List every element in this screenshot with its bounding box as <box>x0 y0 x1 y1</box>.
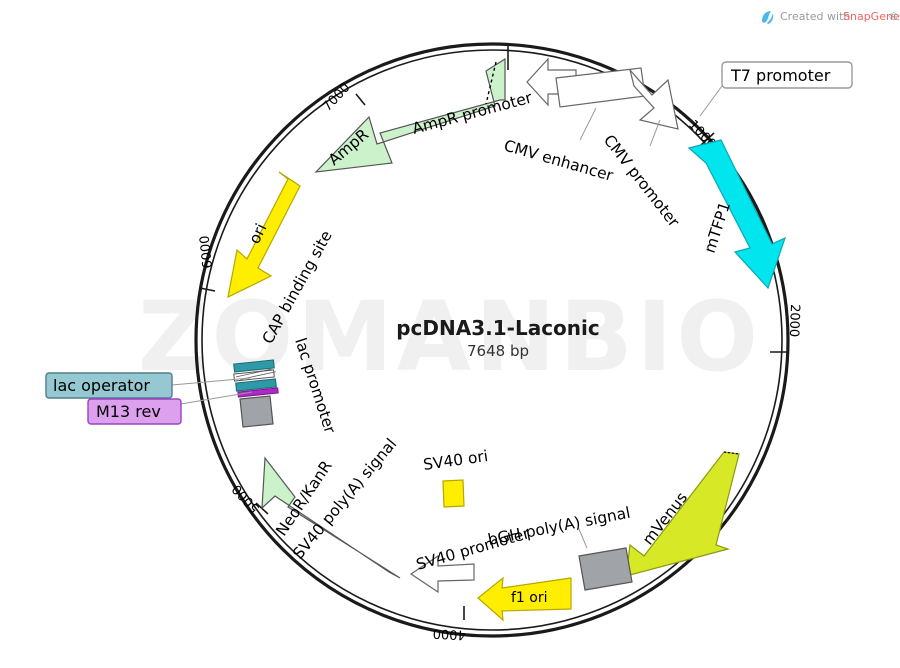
feature-label-cmv-enhancer: CMV enhancer <box>502 137 616 186</box>
feature-ori[interactable]: ori <box>227 171 301 299</box>
snapgene-brand-name: SnapGene <box>843 10 900 23</box>
ruler-tick-4000: 4000 <box>432 606 466 642</box>
feature-label-cmv-promoter: CMV promoter <box>600 131 683 231</box>
cmv-enhancer-leader-line <box>579 107 597 141</box>
backbone-inner-circle <box>201 49 783 631</box>
ruler-label-6000: 6000 <box>198 235 216 269</box>
sv40-grey-box-shape <box>239 395 274 428</box>
lac-promoter-bar-upper <box>233 359 275 373</box>
feature-label-sv40-ori: SV40 ori <box>422 447 489 474</box>
snapgene-logo-icon <box>762 11 774 24</box>
feature-label-ampr-promoter: AmpR promoter <box>410 88 534 137</box>
t7-promoter-callout-label: T7 promoter <box>730 66 831 85</box>
bgh-polya-box-shape <box>578 547 633 591</box>
callout-t7-promoter[interactable]: T7 promoter <box>699 61 853 117</box>
ruler-tick-6000: 6000 <box>198 235 216 292</box>
t7-promoter-leader-line <box>699 85 723 117</box>
neor-kanr-arrow-shape <box>261 456 401 579</box>
m13-rev-callout-label: M13 rev <box>96 402 161 421</box>
plasmid-center-title: pcDNA3.1-Laconic 7648 bp <box>396 316 600 360</box>
feature-mtfp1[interactable]: mTFP1 <box>687 139 787 290</box>
lac-operator-callout-box[interactable] <box>45 372 173 399</box>
snapgene-registered-mark: ® <box>888 10 899 23</box>
feature-sv40-promoter[interactable]: SV40 promoter <box>409 524 532 594</box>
cmv-promoter-arrow-shape <box>629 69 679 130</box>
snapgene-branding: Created with SnapGene ® <box>762 10 900 24</box>
feature-mvenus[interactable]: mVenus <box>625 451 740 577</box>
backbone-outer-circle <box>194 42 790 638</box>
lac-operator-leader-line <box>171 377 251 386</box>
ori-arrow-shape <box>227 171 301 299</box>
ampr-dashed-divider <box>485 61 497 105</box>
feature-sv40-ori[interactable]: SV40 ori <box>422 447 489 508</box>
mtfp1-arrow-shape <box>687 139 787 290</box>
ruler-label-2000: 2000 <box>786 304 802 338</box>
plasmid-size: 7648 bp <box>467 342 529 360</box>
ruler-label-4000: 4000 <box>432 625 466 642</box>
mvenus-dashed-tail <box>723 451 740 455</box>
lac-operator-bar <box>235 378 277 392</box>
feature-label-f1-ori: f1 ori <box>511 590 548 606</box>
lac-operator-callout-label: lac operator <box>53 376 150 395</box>
feature-sv40-grey-box[interactable] <box>239 395 274 428</box>
bgh-polya-leader-line <box>577 526 588 549</box>
feature-f1-ori[interactable]: f1 ori <box>477 576 572 622</box>
m13-rev-leader-line <box>180 391 253 405</box>
ampr-arrow-shape <box>314 57 506 173</box>
f1-ori-arrow-shape <box>477 576 572 622</box>
cmv-promoter-leader-line <box>649 119 661 147</box>
plasmid-backbone <box>194 42 790 638</box>
snapgene-created-prefix: Created with <box>780 10 850 23</box>
ruler-tick-7000: 7000 <box>320 80 366 115</box>
sv40-ori-box-shape <box>442 479 465 508</box>
callout-m13-rev[interactable]: M13 rev <box>87 391 253 425</box>
m13-rev-callout-box[interactable] <box>87 398 182 425</box>
callout-lac-operator[interactable]: lac operator <box>45 372 251 399</box>
plasmid-name: pcDNA3.1-Laconic <box>396 316 600 340</box>
mvenus-arrow-shape <box>625 451 740 577</box>
feature-label-mtfp1: mTFP1 <box>701 200 734 256</box>
t7-promoter-callout-box[interactable] <box>721 61 853 89</box>
ruler-tick-2000: 2000 <box>770 304 802 353</box>
sv40-promoter-arrow-shape <box>409 554 475 594</box>
